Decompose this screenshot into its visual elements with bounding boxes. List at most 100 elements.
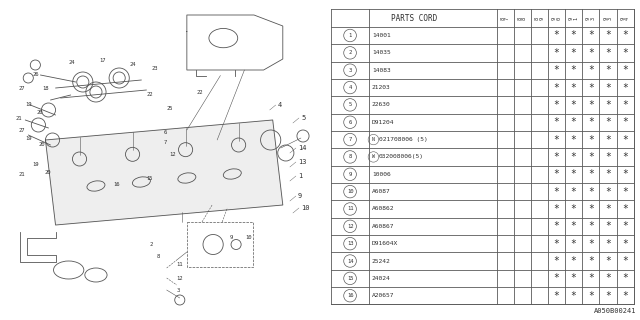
- Text: 17: 17: [99, 58, 106, 62]
- Text: 10: 10: [347, 189, 353, 194]
- Text: 11: 11: [347, 206, 353, 212]
- Text: *: *: [605, 169, 611, 179]
- Text: 24: 24: [68, 60, 75, 66]
- Text: N: N: [372, 137, 375, 142]
- Text: *: *: [622, 152, 628, 162]
- Text: 3: 3: [177, 287, 180, 292]
- Text: *: *: [622, 100, 628, 110]
- Text: *: *: [622, 221, 628, 231]
- Text: 15: 15: [147, 175, 153, 180]
- Text: 14001: 14001: [372, 33, 390, 38]
- Text: 021708006 (5): 021708006 (5): [379, 137, 428, 142]
- Text: *: *: [554, 256, 559, 266]
- Text: *: *: [605, 221, 611, 231]
- Text: *: *: [622, 135, 628, 145]
- Text: 19: 19: [25, 135, 32, 140]
- Text: *: *: [554, 291, 559, 301]
- Text: *: *: [554, 152, 559, 162]
- Text: *: *: [588, 187, 594, 196]
- Text: 9
0: 9 0: [552, 17, 561, 20]
- Text: *: *: [588, 65, 594, 75]
- Text: *: *: [554, 48, 559, 58]
- Text: 10006: 10006: [372, 172, 390, 177]
- Text: *: *: [571, 221, 577, 231]
- Text: 26: 26: [32, 71, 39, 76]
- Text: *: *: [622, 273, 628, 284]
- Text: *: *: [605, 204, 611, 214]
- Text: *: *: [554, 100, 559, 110]
- Text: *: *: [622, 117, 628, 127]
- Text: 9
3: 9 3: [603, 17, 612, 20]
- Text: *: *: [605, 187, 611, 196]
- Text: *: *: [554, 135, 559, 145]
- Text: *: *: [588, 291, 594, 301]
- Text: PARTS CORD: PARTS CORD: [391, 14, 437, 23]
- Text: 9: 9: [348, 172, 351, 177]
- Text: *: *: [571, 187, 577, 196]
- Text: 10: 10: [246, 235, 252, 240]
- Text: A60867: A60867: [372, 224, 394, 229]
- Text: *: *: [571, 169, 577, 179]
- Text: *: *: [622, 30, 628, 41]
- Text: *: *: [571, 135, 577, 145]
- Text: *: *: [571, 204, 577, 214]
- Text: *: *: [571, 117, 577, 127]
- Text: *: *: [554, 204, 559, 214]
- Text: *: *: [605, 100, 611, 110]
- Text: 7: 7: [164, 140, 167, 146]
- Text: *: *: [605, 65, 611, 75]
- Text: *: *: [622, 65, 628, 75]
- Text: 14035: 14035: [372, 50, 390, 55]
- Text: 2: 2: [150, 243, 153, 247]
- Text: 13: 13: [347, 241, 353, 246]
- Text: *: *: [588, 221, 594, 231]
- Text: 8
8: 8 8: [518, 17, 527, 20]
- Text: 1: 1: [348, 33, 351, 38]
- Text: *: *: [588, 83, 594, 92]
- Text: *: *: [571, 30, 577, 41]
- Text: 21203: 21203: [372, 85, 390, 90]
- Text: *: *: [571, 152, 577, 162]
- Text: 11: 11: [177, 262, 183, 268]
- Text: 6: 6: [164, 130, 167, 134]
- Text: 22: 22: [197, 90, 204, 94]
- Text: 24024: 24024: [372, 276, 390, 281]
- Text: *: *: [605, 48, 611, 58]
- Text: 14: 14: [347, 259, 353, 263]
- Text: 12: 12: [347, 224, 353, 229]
- Text: 032008006(5): 032008006(5): [379, 155, 424, 159]
- Text: 27: 27: [18, 85, 25, 91]
- Text: *: *: [605, 273, 611, 284]
- Text: 8
9: 8 9: [534, 17, 544, 20]
- Text: *: *: [622, 169, 628, 179]
- Text: 16: 16: [347, 293, 353, 298]
- Text: *: *: [571, 100, 577, 110]
- Text: *: *: [605, 83, 611, 92]
- Text: *: *: [605, 256, 611, 266]
- Text: *: *: [571, 239, 577, 249]
- Text: *: *: [571, 48, 577, 58]
- Text: *: *: [588, 135, 594, 145]
- Text: *: *: [588, 117, 594, 127]
- Text: 4: 4: [348, 85, 351, 90]
- Text: *: *: [588, 256, 594, 266]
- Text: 5: 5: [348, 102, 351, 108]
- Text: *: *: [571, 291, 577, 301]
- Text: 14083: 14083: [372, 68, 390, 73]
- Text: *: *: [554, 83, 559, 92]
- Text: 14: 14: [298, 145, 307, 151]
- Text: 2: 2: [348, 50, 351, 55]
- Text: *: *: [605, 117, 611, 127]
- Text: *: *: [588, 152, 594, 162]
- Text: 20: 20: [44, 170, 51, 174]
- Text: 6: 6: [348, 120, 351, 125]
- Text: 22: 22: [147, 92, 153, 98]
- Text: 12: 12: [170, 153, 176, 157]
- Text: 9: 9: [229, 235, 232, 240]
- Text: *: *: [622, 256, 628, 266]
- Text: 20: 20: [38, 142, 45, 148]
- Text: 15: 15: [347, 276, 353, 281]
- Text: *: *: [554, 273, 559, 284]
- Text: 21: 21: [18, 172, 25, 178]
- Text: 8: 8: [157, 253, 160, 259]
